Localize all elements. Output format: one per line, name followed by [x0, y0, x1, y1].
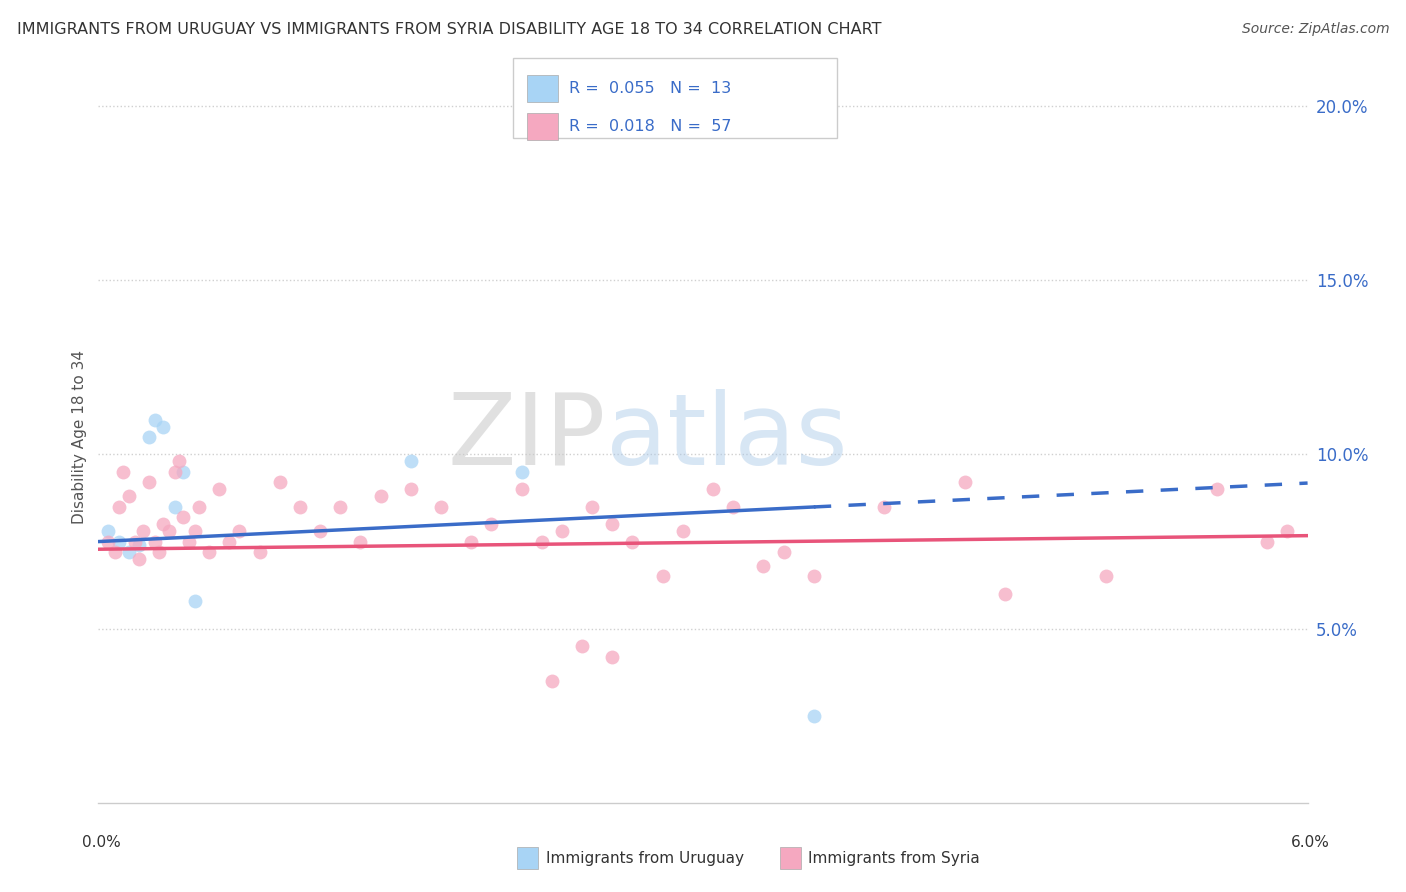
Point — [172, 465, 194, 479]
Point — [651, 569, 673, 583]
Text: R =  0.055   N =  13: R = 0.055 N = 13 — [569, 81, 731, 96]
Point — [530, 534, 553, 549]
Point — [540, 673, 562, 688]
Point — [138, 430, 160, 444]
Point — [269, 475, 291, 490]
Point — [752, 558, 775, 573]
Point — [118, 545, 141, 559]
Point — [430, 500, 453, 514]
Point — [399, 483, 422, 497]
Point — [621, 534, 644, 549]
Point — [370, 489, 392, 503]
Point — [132, 524, 155, 538]
Point — [249, 545, 271, 559]
Point — [873, 500, 896, 514]
Point — [184, 594, 207, 608]
Point — [167, 454, 190, 468]
Point — [803, 708, 825, 723]
Point — [163, 500, 186, 514]
Point — [97, 524, 120, 538]
Point — [107, 500, 129, 514]
Point — [111, 465, 134, 479]
Point — [152, 517, 174, 532]
Text: Immigrants from Syria: Immigrants from Syria — [808, 851, 980, 865]
Point — [103, 545, 125, 559]
Point — [107, 534, 129, 549]
Point — [118, 489, 141, 503]
Point — [723, 500, 745, 514]
Point — [399, 454, 422, 468]
Point — [163, 465, 186, 479]
Point — [602, 649, 624, 664]
Point — [349, 534, 371, 549]
Point — [329, 500, 352, 514]
Y-axis label: Disability Age 18 to 34: Disability Age 18 to 34 — [72, 350, 87, 524]
Point — [218, 534, 240, 549]
Text: IMMIGRANTS FROM URUGUAY VS IMMIGRANTS FROM SYRIA DISABILITY AGE 18 TO 34 CORRELA: IMMIGRANTS FROM URUGUAY VS IMMIGRANTS FR… — [17, 22, 882, 37]
Point — [288, 500, 311, 514]
Text: 0.0%: 0.0% — [82, 836, 121, 850]
Point — [1256, 534, 1278, 549]
Point — [128, 538, 150, 552]
Point — [1095, 569, 1118, 583]
Point — [510, 465, 533, 479]
Text: 6.0%: 6.0% — [1291, 836, 1330, 850]
Point — [994, 587, 1017, 601]
Point — [953, 475, 976, 490]
Point — [179, 534, 201, 549]
Point — [124, 534, 146, 549]
Point — [581, 500, 603, 514]
Point — [184, 524, 207, 538]
Point — [510, 483, 533, 497]
Point — [143, 412, 166, 426]
Point — [460, 534, 482, 549]
Point — [128, 552, 150, 566]
Point — [571, 639, 593, 653]
Point — [672, 524, 695, 538]
Text: Source: ZipAtlas.com: Source: ZipAtlas.com — [1241, 22, 1389, 37]
Point — [803, 569, 825, 583]
Text: ZIP: ZIP — [449, 389, 606, 485]
Point — [551, 524, 574, 538]
Point — [702, 483, 724, 497]
Point — [481, 517, 503, 532]
Point — [97, 534, 120, 549]
Point — [228, 524, 250, 538]
Point — [172, 510, 194, 524]
Point — [188, 500, 211, 514]
Point — [1206, 483, 1229, 497]
Text: R =  0.018   N =  57: R = 0.018 N = 57 — [569, 119, 733, 134]
Point — [138, 475, 160, 490]
Point — [152, 419, 174, 434]
Point — [143, 534, 166, 549]
Point — [309, 524, 332, 538]
Point — [772, 545, 794, 559]
Text: atlas: atlas — [606, 389, 848, 485]
Text: Immigrants from Uruguay: Immigrants from Uruguay — [546, 851, 744, 865]
Point — [602, 517, 624, 532]
Point — [198, 545, 221, 559]
Point — [1277, 524, 1299, 538]
Point — [208, 483, 231, 497]
Point — [148, 545, 170, 559]
Point — [157, 524, 180, 538]
